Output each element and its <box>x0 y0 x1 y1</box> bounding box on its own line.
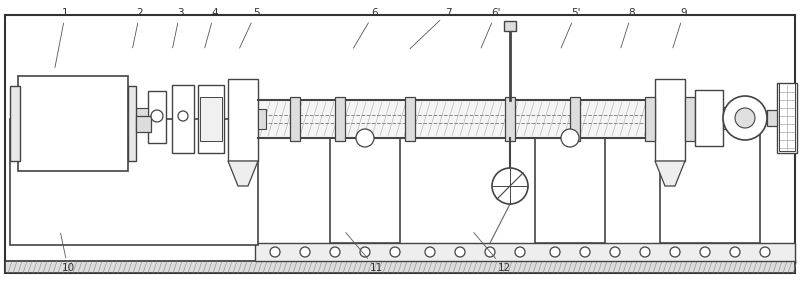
Bar <box>128 86 136 161</box>
Text: 9: 9 <box>673 8 687 48</box>
Circle shape <box>330 247 340 257</box>
Text: 10: 10 <box>61 233 74 273</box>
Bar <box>136 108 148 128</box>
Text: 8: 8 <box>621 8 635 48</box>
Circle shape <box>356 129 374 147</box>
Bar <box>258 109 266 129</box>
Circle shape <box>360 247 370 257</box>
Bar <box>228 79 258 161</box>
Bar <box>330 138 400 243</box>
Polygon shape <box>228 161 258 186</box>
Bar <box>645 97 655 141</box>
Circle shape <box>730 247 740 257</box>
Text: 1: 1 <box>55 8 69 67</box>
Text: 11: 11 <box>346 233 382 273</box>
Bar <box>18 76 128 171</box>
Circle shape <box>670 247 680 257</box>
Bar <box>10 86 20 161</box>
Bar <box>255 243 795 261</box>
Circle shape <box>300 247 310 257</box>
Circle shape <box>390 247 400 257</box>
Circle shape <box>610 247 620 257</box>
Bar <box>777 83 797 153</box>
Text: 4: 4 <box>205 8 218 48</box>
Text: 12: 12 <box>474 233 510 273</box>
Text: 2: 2 <box>133 8 143 48</box>
Bar <box>767 110 777 126</box>
Bar <box>660 117 760 243</box>
Bar <box>5 261 795 273</box>
Bar <box>198 85 224 153</box>
Bar <box>505 97 515 141</box>
Bar <box>405 97 415 141</box>
Bar <box>258 100 695 138</box>
Circle shape <box>178 111 188 121</box>
Bar <box>723 107 733 129</box>
Circle shape <box>640 247 650 257</box>
Bar <box>535 138 605 243</box>
Text: 6': 6' <box>481 8 501 48</box>
Text: 7: 7 <box>410 8 451 49</box>
Bar <box>685 97 695 141</box>
Circle shape <box>455 247 465 257</box>
Bar <box>148 91 166 143</box>
Bar <box>200 97 222 141</box>
Bar <box>335 97 345 141</box>
Text: 5': 5' <box>561 8 581 48</box>
Circle shape <box>723 96 767 140</box>
Circle shape <box>760 247 770 257</box>
Circle shape <box>700 247 710 257</box>
Bar <box>695 90 723 146</box>
Circle shape <box>485 247 495 257</box>
Text: 6: 6 <box>354 8 378 48</box>
Circle shape <box>425 247 435 257</box>
Text: 3: 3 <box>173 8 183 48</box>
Circle shape <box>561 129 579 147</box>
Circle shape <box>270 247 280 257</box>
Bar <box>779 83 795 151</box>
Circle shape <box>515 247 525 257</box>
Text: 5: 5 <box>239 8 259 48</box>
Bar <box>136 116 151 132</box>
Bar <box>10 119 258 245</box>
Bar <box>172 85 194 153</box>
Polygon shape <box>655 161 685 186</box>
Bar <box>655 79 685 161</box>
Bar <box>290 97 300 141</box>
Circle shape <box>735 108 755 128</box>
Bar <box>570 97 580 141</box>
Circle shape <box>550 247 560 257</box>
Circle shape <box>492 168 528 204</box>
Bar <box>504 21 516 31</box>
Circle shape <box>580 247 590 257</box>
Circle shape <box>151 110 163 122</box>
